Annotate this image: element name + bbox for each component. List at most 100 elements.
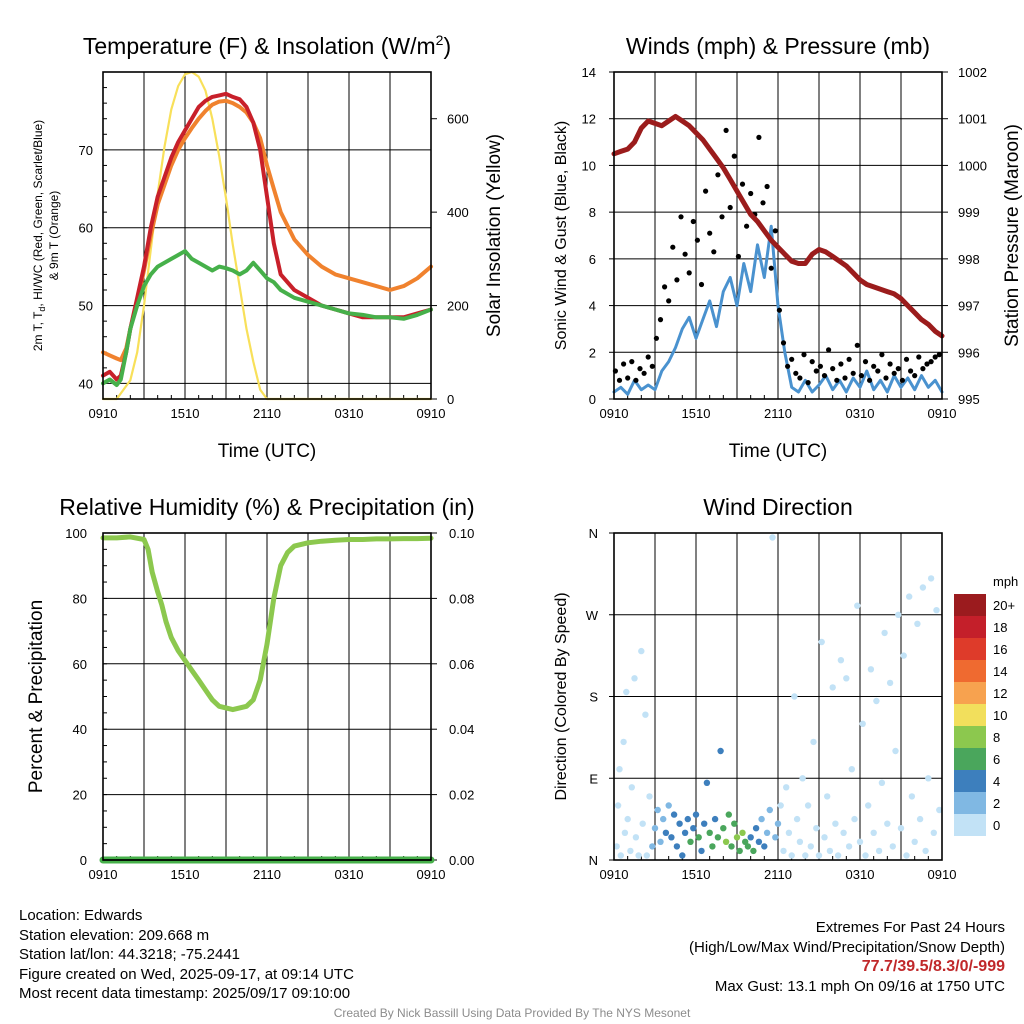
- wind-direction-point: [845, 843, 853, 850]
- colorbar-swatch: [954, 616, 986, 638]
- colorbar-label: 4: [993, 774, 1000, 789]
- wind-direction-point: [777, 802, 784, 809]
- chart-title: Winds (mph) & Pressure (mb): [626, 33, 930, 59]
- plot-border: [102, 71, 432, 400]
- gust-point: [616, 377, 623, 383]
- y-tick-label: 40: [73, 722, 87, 737]
- gust-point: [686, 270, 692, 276]
- wind-direction-point: [631, 675, 638, 682]
- wind-direction-point: [900, 652, 907, 659]
- wind-direction-point: [813, 825, 820, 832]
- wind-direction-point: [911, 838, 918, 845]
- x-tick-label: 0310: [335, 406, 364, 421]
- recent-timestamp: Most recent data timestamp: 2025/09/17 0…: [19, 985, 351, 1003]
- gust-point: [912, 373, 918, 379]
- gust-point: [739, 181, 746, 187]
- wind-direction-point: [862, 852, 869, 859]
- y-tick-label: W: [586, 608, 599, 623]
- wind-direction-point: [755, 838, 763, 845]
- wind-direction-point: [843, 675, 850, 682]
- wind-direction-point: [854, 602, 861, 609]
- x-tick-label: 2110: [764, 867, 792, 882]
- wind-direction-point: [785, 829, 793, 836]
- wind-direction-point: [739, 829, 746, 836]
- wind-direction-point: [889, 843, 896, 850]
- wind-direction-point: [774, 820, 782, 827]
- y-right-tick-label: 0.04: [449, 722, 474, 737]
- y-tick-label: 0: [80, 853, 87, 868]
- wind-direction-point: [709, 843, 716, 850]
- x-tick-label: 0310: [335, 867, 364, 882]
- y-tick-label: N: [589, 526, 598, 541]
- wind-direction-point: [925, 775, 932, 782]
- gust-point: [867, 377, 873, 383]
- wind-direction-point: [720, 825, 727, 832]
- gust-point: [936, 352, 942, 358]
- wind-direction-point: [621, 829, 629, 836]
- y-right-tick-label: 0.08: [449, 591, 474, 606]
- colorbar-swatch: [954, 814, 986, 836]
- gust-point: [871, 363, 877, 369]
- station-info: Location: Edwards Station elevation: 209…: [19, 906, 354, 1004]
- y-tick-label: 60: [79, 221, 93, 236]
- wind-direction-point: [703, 779, 711, 786]
- wind-direction-point: [818, 638, 825, 646]
- gust-point: [776, 307, 783, 313]
- y-right-tick-label: 996: [958, 345, 980, 360]
- gust-point: [821, 373, 828, 379]
- gust-point: [666, 298, 672, 304]
- wind-direction-point: [865, 802, 872, 809]
- wind-direction-point: [892, 747, 899, 755]
- colorbar-unit: mph: [993, 574, 1018, 589]
- y-right-tick-label: 0.00: [449, 853, 474, 868]
- wind-direction-point: [679, 852, 686, 859]
- wind-direction-point: [807, 843, 814, 850]
- gust-point: [850, 370, 856, 376]
- colorbar-swatch: [954, 638, 986, 660]
- x-axis-label: Time (UTC): [729, 441, 828, 462]
- gust-point: [891, 370, 897, 376]
- station-elevation: Station elevation: 209.668 m: [19, 926, 210, 944]
- gust-point: [649, 363, 655, 369]
- y-right-tick-label: 1001: [958, 112, 987, 127]
- gust-point: [908, 368, 914, 374]
- wind-direction-point: [613, 843, 620, 850]
- gust-point: [854, 342, 860, 348]
- wind-direction-point: [873, 697, 880, 705]
- y-right-tick-label: 998: [958, 252, 980, 267]
- wind-direction-point: [878, 779, 886, 786]
- wind-direction-point: [826, 847, 834, 855]
- x-tick-label: 0910: [928, 406, 957, 421]
- wind-direction-point: [744, 843, 752, 850]
- y-tick-label: 100: [65, 526, 87, 541]
- wind-direction-point: [731, 820, 738, 827]
- x-tick-label: 2110: [253, 406, 281, 421]
- plot-border: [613, 71, 943, 400]
- y-right-axis-label: Station Pressure (Maroon): [1002, 124, 1023, 347]
- wind-direction-point: [832, 820, 839, 827]
- colorbar-swatch: [954, 682, 986, 704]
- y-tick-label: 12: [582, 112, 596, 127]
- wind-direction-point: [651, 825, 659, 832]
- wind-direction-point: [750, 847, 757, 855]
- gust-point: [813, 368, 819, 374]
- wind-direction-point: [627, 847, 634, 855]
- extremes-panel: Extremes For Past 24 Hours (High/Low/Max…: [689, 918, 1005, 996]
- wind-direction-point: [681, 829, 689, 836]
- gust-point: [731, 153, 737, 159]
- x-tick-label: 2110: [764, 406, 792, 421]
- gust-point: [809, 359, 815, 365]
- gust-point: [703, 188, 709, 194]
- y-tick-label: S: [589, 690, 598, 705]
- wind-direction-point: [624, 815, 631, 823]
- wind-direction-point: [676, 820, 683, 827]
- wind-direction-point: [897, 825, 905, 832]
- y-right-tick-label: 1002: [958, 65, 987, 80]
- wind-direction-point: [930, 829, 937, 836]
- wind-direction-point: [769, 534, 776, 541]
- wind-direction-point: [834, 852, 842, 859]
- gust-point: [621, 361, 627, 367]
- x-tick-label: 0910: [928, 867, 957, 882]
- gust-point: [764, 183, 770, 190]
